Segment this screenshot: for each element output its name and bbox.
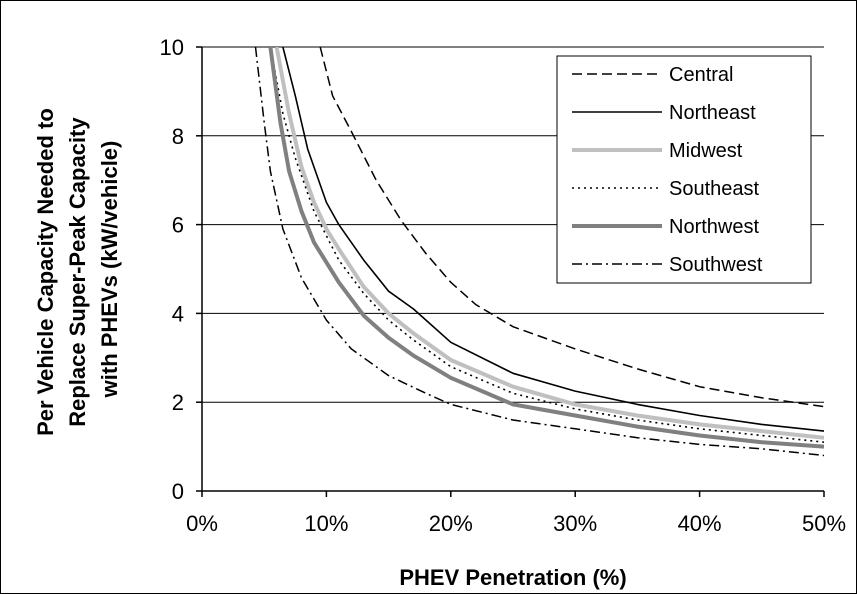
x-tick-label: 40% <box>678 511 722 536</box>
legend-label-midwest: Midwest <box>669 140 743 162</box>
x-tick-label: 0% <box>186 511 218 536</box>
x-tick-label: 10% <box>304 511 348 536</box>
y-axis-title-line-1: Per Vehicle Capacity Needed to <box>33 108 58 436</box>
series-line-southeast <box>269 47 824 443</box>
y-tick-label: 0 <box>172 479 184 504</box>
x-axis-title: PHEV Penetration (%) <box>399 565 626 590</box>
series-line-northwest <box>268 47 824 449</box>
series-layer <box>254 47 824 457</box>
x-tick-label: 20% <box>429 511 473 536</box>
legend-box <box>556 55 812 284</box>
y-axis-title-line-2: Replace Super-Peak Capacity <box>65 117 90 427</box>
legend-label-central: Central <box>669 64 733 86</box>
ticks: 0 2 4 6 8 10 0% 10% 20% 30% 40% 50% <box>160 35 847 536</box>
legend-label-southeast: Southeast <box>669 178 760 200</box>
axes <box>201 47 824 492</box>
x-tick-label: 50% <box>802 511 846 536</box>
y-tick-label: 8 <box>172 124 184 149</box>
y-tick-label: 4 <box>172 301 184 326</box>
y-tick-label: 2 <box>172 390 184 415</box>
y-axis-title-line-3: with PHEVs (kW/vehicle) <box>97 141 122 399</box>
legend-label-southwest: Southwest <box>669 254 763 276</box>
series-line-midwest <box>274 47 824 440</box>
legend: Central Northeast Midwest Southeast Northwes… <box>556 55 812 284</box>
legend-label-northeast: Northeast <box>669 102 756 124</box>
series-line-central <box>319 47 824 408</box>
x-tick-label: 30% <box>553 511 597 536</box>
y-tick-label: 6 <box>172 213 184 238</box>
legend-label-northwest: Northwest <box>669 216 759 238</box>
y-axis-title: Per Vehicle Capacity Needed to Replace S… <box>33 102 122 436</box>
series-line-southwest <box>254 47 824 457</box>
y-tick-label: 10 <box>160 35 184 60</box>
series-line-northeast <box>282 47 824 432</box>
